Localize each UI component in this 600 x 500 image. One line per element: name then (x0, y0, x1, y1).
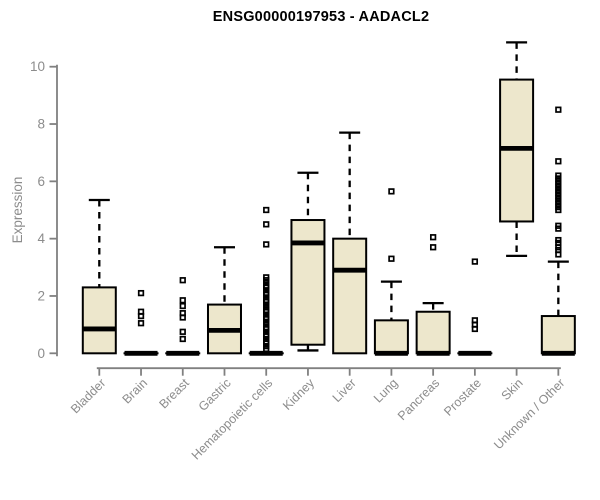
chart-title: ENSG00000197953 - AADACL2 (212, 9, 430, 25)
outlier-point (179, 277, 186, 284)
x-tick-label-kidney: Kidney (280, 375, 317, 412)
x-tick-label-breast: Breast (156, 376, 192, 412)
box-unknown-other (540, 315, 576, 355)
x-tick-label-prostate: Prostate (441, 376, 484, 419)
outlier-point (263, 221, 270, 228)
y-tick-label: 10 (30, 59, 45, 74)
outlier-point (555, 206, 562, 214)
outlier-point (179, 335, 186, 343)
outlier-point (137, 289, 145, 297)
y-tick-label: 0 (37, 346, 45, 361)
x-tick-label-hematopoietic-cells: Hematopoietic cells (189, 376, 276, 463)
outlier-point (179, 302, 186, 310)
outlier-point (137, 312, 145, 320)
outlier-point (555, 158, 562, 165)
outlier-point (137, 320, 145, 327)
outlier-point (471, 258, 479, 265)
outlier-point (263, 345, 270, 353)
outlier-point (429, 234, 437, 241)
outlier-point (388, 188, 395, 195)
x-tick-label-unknown-other: Unknown / Other (491, 376, 567, 452)
outlier-point (471, 325, 479, 333)
outlier-point (179, 328, 186, 335)
box-pancreas (415, 310, 451, 355)
outlier-point (555, 251, 562, 258)
outlier-point (179, 297, 186, 304)
box-liver (332, 237, 368, 355)
y-tick-label: 2 (37, 288, 45, 303)
x-tick-label-lung: Lung (371, 376, 401, 406)
box-lung (373, 319, 409, 355)
y-tick-label: 6 (37, 174, 45, 189)
outlier-point (555, 106, 562, 113)
box-kidney (290, 219, 326, 346)
y-tick-label: 4 (37, 231, 45, 246)
x-tick-label-skin: Skin (499, 376, 526, 403)
outlier-point (263, 241, 270, 248)
outlier-point (263, 206, 270, 214)
outlier-point (555, 225, 562, 232)
box-bladder (81, 286, 117, 355)
x-tick-label-bladder: Bladder (68, 376, 108, 416)
outlier-point (429, 244, 437, 251)
outlier-point (388, 255, 395, 262)
x-tick-label-gastric: Gastric (196, 376, 234, 414)
x-tick-label-pancreas: Pancreas (395, 376, 442, 423)
y-tick-label: 8 (37, 117, 45, 132)
x-tick-label-liver: Liver (330, 376, 359, 405)
x-tick-label-brain: Brain (120, 376, 151, 407)
outlier-point (179, 314, 186, 321)
